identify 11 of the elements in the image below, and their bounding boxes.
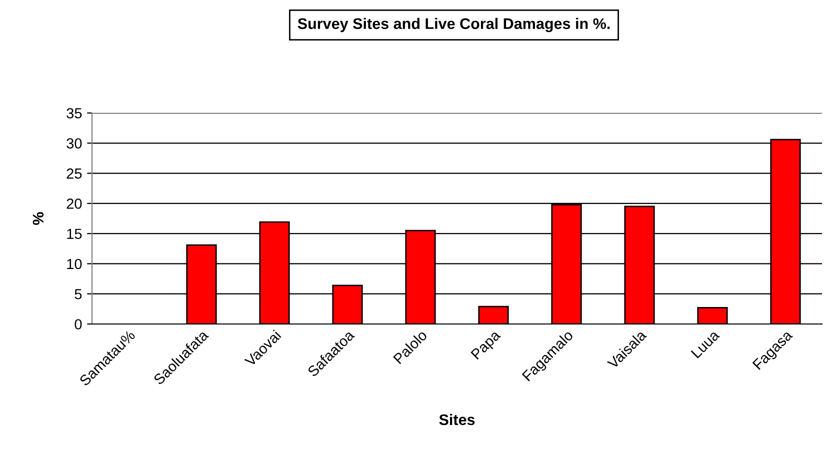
y-tick-label: 15: [67, 228, 82, 239]
y-tick-label: 10: [67, 258, 82, 270]
y-axis-title: %: [32, 212, 44, 225]
y-tick-label: 5: [74, 289, 82, 300]
y-tick-label: 20: [66, 198, 82, 209]
y-tick-label: 35: [66, 108, 82, 118]
y-tick-label: 25: [66, 168, 82, 179]
chart-title: Survey Sites and Live Coral Damages in %.: [298, 18, 610, 32]
y-tick-label: 0: [74, 319, 82, 330]
y-tick-label: 30: [66, 138, 82, 149]
x-axis-title: Sites: [439, 414, 475, 426]
